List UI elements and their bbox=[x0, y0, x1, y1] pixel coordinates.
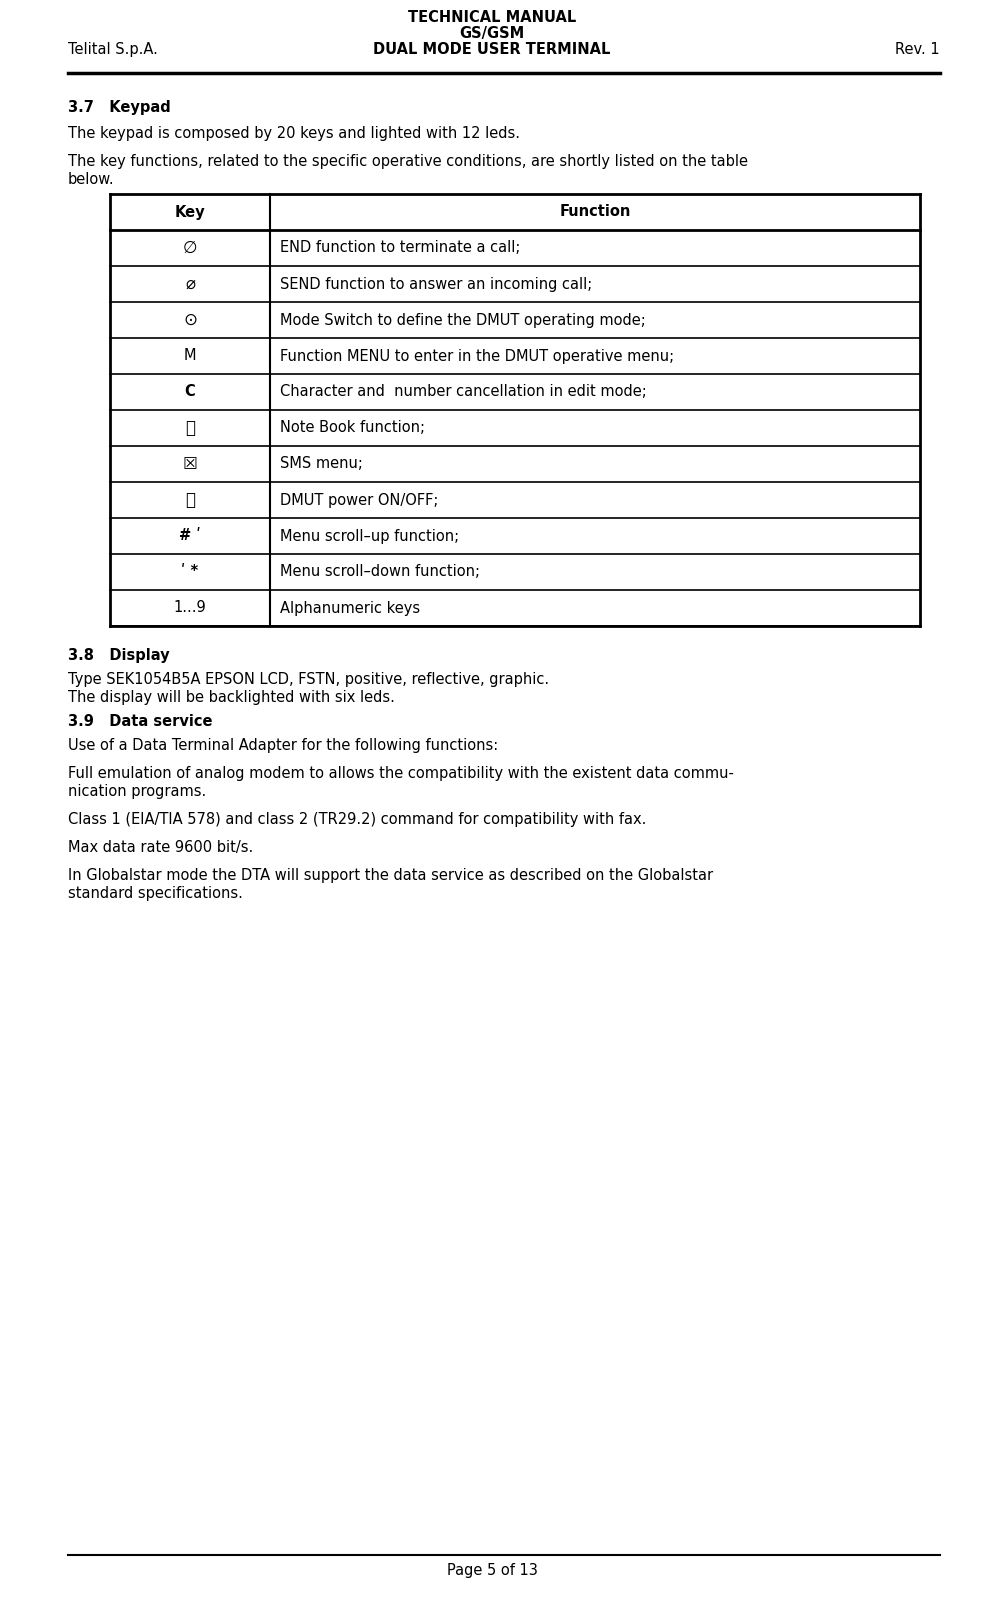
Text: Menu scroll–down function;: Menu scroll–down function; bbox=[280, 564, 480, 580]
Text: In Globalstar mode the DTA will support the data service as described on the Glo: In Globalstar mode the DTA will support … bbox=[68, 869, 713, 883]
Text: Rev. 1: Rev. 1 bbox=[895, 42, 940, 57]
Text: ⌀: ⌀ bbox=[185, 275, 195, 292]
Text: Note Book function;: Note Book function; bbox=[280, 420, 425, 436]
Text: 1...9: 1...9 bbox=[173, 600, 207, 615]
Text: Type SEK1054B5A EPSON LCD, FSTN, positive, reflective, graphic.: Type SEK1054B5A EPSON LCD, FSTN, positiv… bbox=[68, 672, 549, 687]
Text: Alphanumeric keys: Alphanumeric keys bbox=[280, 600, 420, 615]
Text: Menu scroll–up function;: Menu scroll–up function; bbox=[280, 529, 460, 543]
Text: GS/GSM: GS/GSM bbox=[460, 26, 524, 42]
Text: ∅: ∅ bbox=[183, 240, 197, 257]
Text: C: C bbox=[185, 385, 196, 399]
Text: ⊙: ⊙ bbox=[183, 311, 197, 329]
Text: Class 1 (EIA/TIA 578) and class 2 (TR29.2) command for compatibility with fax.: Class 1 (EIA/TIA 578) and class 2 (TR29.… bbox=[68, 811, 646, 827]
Text: # ʹ: # ʹ bbox=[179, 529, 201, 543]
Text: ʹ *: ʹ * bbox=[181, 564, 199, 580]
Text: TECHNICAL MANUAL: TECHNICAL MANUAL bbox=[408, 10, 576, 26]
Text: Function MENU to enter in the DMUT operative menu;: Function MENU to enter in the DMUT opera… bbox=[280, 348, 674, 364]
Text: Function: Function bbox=[559, 204, 631, 219]
Text: DUAL MODE USER TERMINAL: DUAL MODE USER TERMINAL bbox=[373, 42, 611, 57]
Text: The keypad is composed by 20 keys and lighted with 12 leds.: The keypad is composed by 20 keys and li… bbox=[68, 126, 520, 141]
Text: Mode Switch to define the DMUT operating mode;: Mode Switch to define the DMUT operating… bbox=[280, 313, 646, 327]
Text: Telital S.p.A.: Telital S.p.A. bbox=[68, 42, 157, 57]
Text: 3.7   Keypad: 3.7 Keypad bbox=[68, 101, 171, 115]
Text: below.: below. bbox=[68, 172, 114, 187]
Text: M: M bbox=[184, 348, 196, 364]
Text: 📓: 📓 bbox=[185, 418, 195, 438]
Text: The key functions, related to the specific operative conditions, are shortly lis: The key functions, related to the specif… bbox=[68, 153, 748, 169]
Text: Full emulation of analog modem to allows the compatibility with the existent dat: Full emulation of analog modem to allows… bbox=[68, 767, 734, 781]
Text: nication programs.: nication programs. bbox=[68, 784, 207, 798]
Text: Character and  number cancellation in edit mode;: Character and number cancellation in edi… bbox=[280, 385, 646, 399]
Text: SMS menu;: SMS menu; bbox=[280, 457, 363, 471]
Text: DMUT power ON/OFF;: DMUT power ON/OFF; bbox=[280, 492, 439, 508]
Text: Page 5 of 13: Page 5 of 13 bbox=[447, 1563, 537, 1578]
Text: Key: Key bbox=[175, 204, 206, 219]
Text: 3.8   Display: 3.8 Display bbox=[68, 648, 169, 663]
Text: standard specifications.: standard specifications. bbox=[68, 886, 243, 901]
Text: 3.9   Data service: 3.9 Data service bbox=[68, 714, 213, 728]
Text: ⓞ: ⓞ bbox=[185, 490, 195, 509]
Text: The display will be backlighted with six leds.: The display will be backlighted with six… bbox=[68, 690, 395, 704]
Text: SEND function to answer an incoming call;: SEND function to answer an incoming call… bbox=[280, 276, 592, 292]
Text: Max data rate 9600 bit/s.: Max data rate 9600 bit/s. bbox=[68, 840, 253, 854]
Text: END function to terminate a call;: END function to terminate a call; bbox=[280, 241, 521, 256]
Text: Use of a Data Terminal Adapter for the following functions:: Use of a Data Terminal Adapter for the f… bbox=[68, 738, 498, 754]
Text: ☒: ☒ bbox=[183, 455, 198, 473]
